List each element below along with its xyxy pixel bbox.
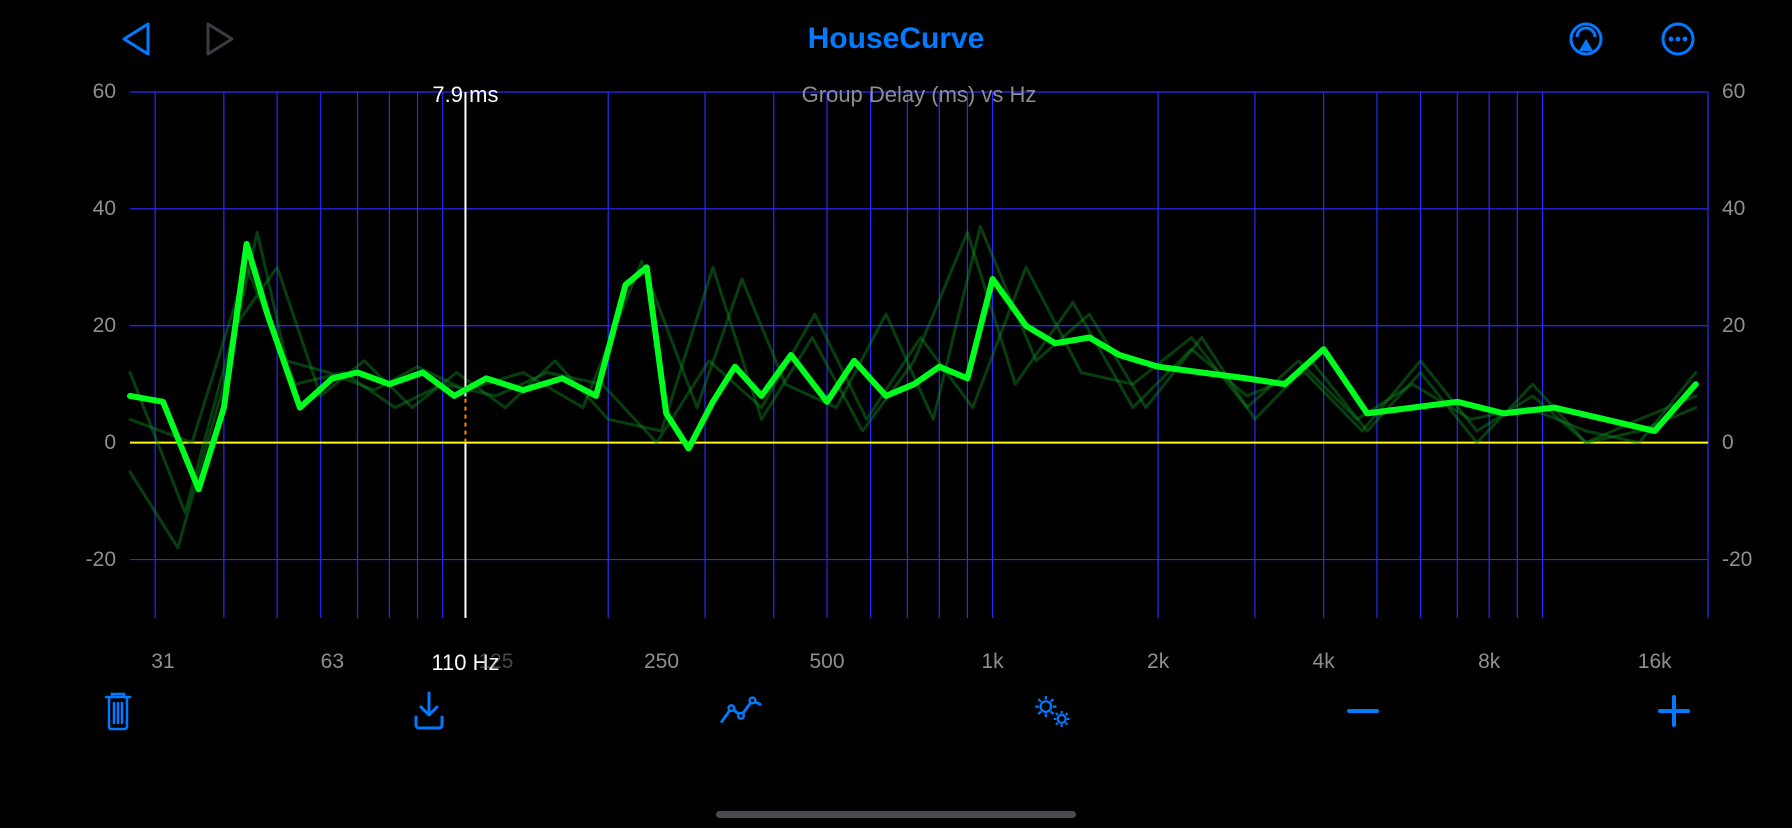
- x-tick: 250: [644, 650, 679, 674]
- minus-icon: [1345, 693, 1381, 729]
- x-tick: 8k: [1478, 650, 1500, 674]
- grid: [130, 92, 1708, 618]
- x-tick: 125: [478, 650, 513, 674]
- bottom-toolbar: [96, 686, 1696, 736]
- x-tick: 2k: [1147, 650, 1169, 674]
- chart-area[interactable]: [130, 92, 1708, 618]
- save-button[interactable]: [407, 691, 451, 731]
- top-nav-bar: HouseCurve: [0, 14, 1792, 64]
- faint-series-2: [130, 267, 1696, 442]
- chart-mode-button[interactable]: [718, 694, 762, 728]
- nav-left-group: [120, 22, 236, 56]
- y-tick-left: 0: [104, 431, 116, 455]
- x-tick: 16k: [1638, 650, 1672, 674]
- nav-right-group: [1568, 21, 1696, 57]
- x-tick: 63: [321, 650, 344, 674]
- home-indicator: [716, 811, 1076, 818]
- back-button[interactable]: [120, 22, 150, 56]
- app-title: HouseCurve: [808, 22, 985, 56]
- y-tick-left: -20: [86, 548, 116, 572]
- forward-button[interactable]: [206, 22, 236, 56]
- back-icon: [120, 22, 150, 56]
- gears-icon: [1030, 690, 1074, 732]
- airplay-button[interactable]: [1568, 21, 1604, 57]
- y-tick-left: 40: [93, 197, 116, 221]
- y-tick-right: 40: [1722, 197, 1745, 221]
- x-tick: 4k: [1313, 650, 1335, 674]
- more-button[interactable]: [1660, 21, 1696, 57]
- forward-icon: [206, 22, 236, 56]
- y-tick-right: 0: [1722, 431, 1734, 455]
- zoom-in-button[interactable]: [1652, 693, 1696, 729]
- x-tick: 1k: [981, 650, 1003, 674]
- y-tick-right: 60: [1722, 80, 1745, 104]
- chart-title: Group Delay (ms) vs Hz: [802, 82, 1037, 108]
- x-tick: 500: [810, 650, 845, 674]
- x-tick: 31: [151, 650, 174, 674]
- cursor-value-label: 7.9 ms: [432, 82, 498, 108]
- y-tick-left: 60: [93, 80, 116, 104]
- chart-line-icon: [718, 694, 762, 728]
- zoom-out-button[interactable]: [1341, 693, 1385, 729]
- y-tick-right: 20: [1722, 314, 1745, 338]
- airplay-icon: [1568, 21, 1604, 57]
- y-tick-right: -20: [1722, 548, 1752, 572]
- trash-icon: [100, 691, 136, 731]
- main-series: [130, 244, 1696, 489]
- trash-button[interactable]: [96, 691, 140, 731]
- more-icon: [1660, 21, 1696, 57]
- plus-icon: [1656, 693, 1692, 729]
- settings-button[interactable]: [1030, 690, 1074, 732]
- download-icon: [410, 691, 448, 731]
- y-tick-left: 20: [93, 314, 116, 338]
